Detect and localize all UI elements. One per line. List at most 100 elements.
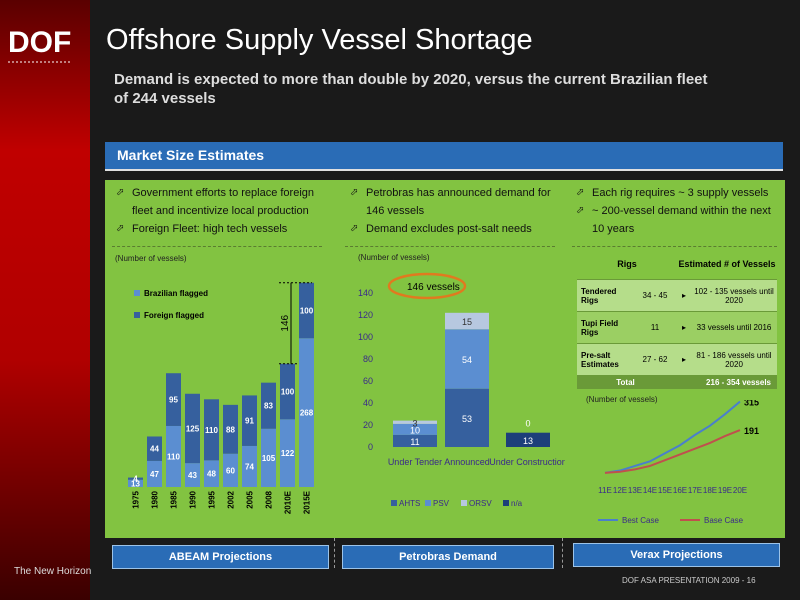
legend-label: n/a	[511, 499, 523, 508]
legend-label: PSV	[433, 499, 450, 508]
sidebar-band	[0, 0, 90, 600]
dof-logo: DOF	[8, 26, 72, 63]
bar-orsv	[393, 420, 437, 424]
arrow-icon: ⬀	[350, 223, 359, 234]
legend-swatch	[391, 500, 397, 506]
row-rigs: 11	[650, 323, 660, 332]
verax-line-chart: 315 191 11E 12E 13E 14E 15E 16E 17E 18E 19E 20E Best…	[598, 400, 759, 525]
y-tick-label: 20	[363, 420, 373, 430]
bar-value-label: 110	[167, 452, 180, 461]
table-row: Tupi Field Rigs 11 ▸ 33 vessels until 2016	[577, 311, 777, 343]
legend-label: Best Case	[622, 516, 659, 525]
bar-value-label: 91	[245, 417, 254, 426]
bar-foreign	[223, 404, 238, 454]
tagline: The New Horizon	[14, 566, 92, 577]
total-label: Total	[616, 377, 635, 387]
divider	[562, 538, 563, 568]
x-tick-label: 1990	[189, 490, 198, 508]
y-tick-label: 0	[368, 442, 373, 452]
arrow-right-icon: ▸	[681, 291, 686, 300]
x-tick-label: 15E	[658, 486, 672, 495]
rigs-table: Rigs Estimated # of Vessels Tendered Rig…	[577, 249, 777, 389]
row-vessels: 102 - 135 vessels until 2020	[694, 286, 774, 305]
bar-orsv	[445, 312, 489, 330]
callout-label: 146 vessels	[407, 282, 460, 293]
legend-swatch	[134, 290, 140, 296]
divider	[345, 246, 555, 248]
row-label: Pre-salt Estimates	[581, 350, 619, 369]
x-tick-label: 17E	[688, 486, 702, 495]
arrow-icon: ⬀	[116, 223, 125, 234]
x-tick-label: 1985	[170, 490, 179, 508]
bullet: ⬀ Each rig requires ~ 3 supply vessels	[576, 184, 776, 202]
bullet: ⬀ Government efforts to replace foreign f…	[116, 184, 331, 220]
legend-label: Base Case	[704, 516, 744, 525]
column-abeam: ⬀ Government efforts to replace foreign f…	[116, 184, 331, 238]
bar-value-label: 268	[300, 409, 314, 418]
series-line	[604, 429, 741, 474]
bar-value-label: 43	[188, 471, 197, 480]
bar-brazilian	[166, 425, 181, 487]
y-tick-label: 40	[363, 398, 373, 408]
x-tick-label: 1980	[151, 490, 160, 508]
arrow-icon: ⬀	[576, 187, 585, 198]
y-tick-label: 80	[363, 354, 373, 364]
bar-na	[506, 432, 550, 447]
bar-brazilian	[204, 460, 219, 487]
x-tick-label: 13E	[628, 486, 642, 495]
series-line	[604, 400, 741, 474]
bar-foreign	[147, 436, 162, 461]
divider	[334, 538, 335, 568]
arrow-icon: ⬀	[116, 187, 125, 198]
bar-value-label: 100	[281, 388, 295, 397]
abeam-projections-button[interactable]: ABEAM Projections	[112, 545, 329, 569]
arrow-icon: ⬀	[576, 205, 585, 216]
units-note: (Number of vessels)	[358, 253, 430, 262]
legend-label: Foreign flagged	[144, 311, 204, 320]
bar-value-label: 95	[169, 396, 178, 405]
bar-brazilian	[147, 460, 162, 487]
x-tick-label: 16E	[673, 486, 687, 495]
x-tick-label: 2008	[265, 490, 274, 508]
presentation-footer: DOF ASA PRESENTATION 2009 - 16	[622, 576, 756, 585]
bar-value-label: 88	[226, 425, 235, 434]
table-row: Pre-salt Estimates 27 - 62 ▸ 81 - 186 vesse…	[577, 343, 777, 375]
divider	[572, 246, 777, 248]
bar-psv	[393, 423, 437, 435]
bar-foreign	[185, 393, 200, 464]
legend-label: ORSV	[469, 499, 492, 508]
bar-brazilian	[242, 445, 257, 487]
x-tick-label: 14E	[643, 486, 657, 495]
x-tick-label: 19E	[718, 486, 732, 495]
bar-foreign	[242, 395, 257, 446]
bar-value-label: 100	[300, 307, 314, 316]
x-tick-label: 20E	[733, 486, 747, 495]
bar-psv	[445, 329, 489, 389]
row-vessels: 33 vessels until 2016	[696, 323, 772, 332]
y-tick-label: 60	[363, 376, 373, 386]
row-label: Tupi Field Rigs	[581, 318, 619, 337]
petrobras-demand-button[interactable]: Petrobras Demand	[342, 545, 554, 569]
row-label: Tendered Rigs	[581, 286, 617, 305]
row-rigs: 27 - 62	[642, 355, 668, 364]
bar-foreign	[299, 282, 314, 339]
header-vessels: Estimated # of Vessels	[678, 259, 776, 269]
bar-value-label: 83	[264, 402, 273, 411]
bar-value-label: 110	[205, 426, 218, 435]
x-tick-label: Under Tender	[388, 457, 442, 467]
x-tick-label: 2010E	[284, 490, 293, 514]
bar-value-label: 122	[281, 449, 295, 458]
table-row: Tendered Rigs 34 - 45 ▸ 102 - 135 vessels u…	[577, 279, 777, 311]
annotation-label: 146	[280, 314, 291, 331]
logo-text: DOF	[8, 26, 71, 59]
bar-brazilian	[261, 428, 276, 487]
bar-value-label: 11	[410, 437, 419, 447]
bar-foreign	[166, 373, 181, 426]
bar-brazilian	[299, 338, 314, 487]
verax-projections-button[interactable]: Verax Projections	[573, 543, 780, 567]
bar-value-label: 15	[462, 317, 472, 327]
bar-value-label: 13	[523, 436, 533, 446]
row-rigs: 34 - 45	[642, 291, 668, 300]
bar-value-label: 48	[207, 470, 216, 479]
page-subtitle: Demand is expected to more than double b…	[114, 71, 708, 107]
